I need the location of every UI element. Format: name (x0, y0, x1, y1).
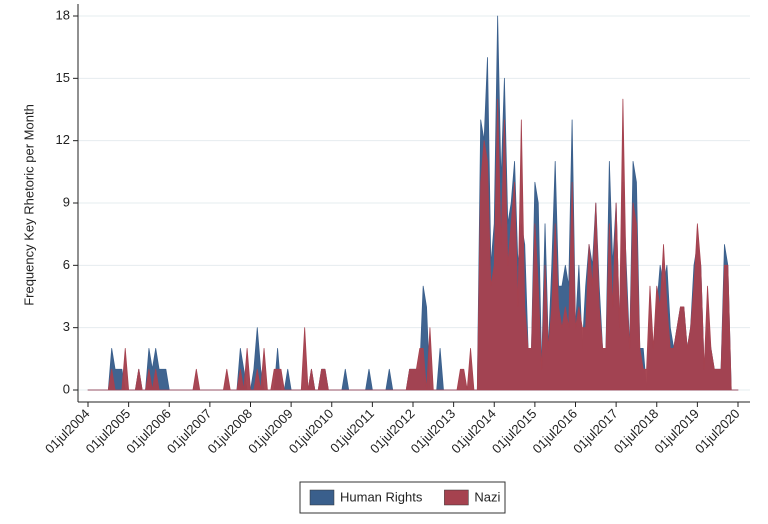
legend-label: Human Rights (340, 489, 423, 504)
y-tick-label: 0 (63, 381, 70, 396)
legend-swatch (309, 489, 335, 506)
y-tick-label: 3 (63, 319, 70, 334)
y-tick-label: 15 (56, 70, 70, 85)
x-tick-label: 01jul2010 (286, 406, 336, 456)
y-tick-label: 9 (63, 194, 70, 209)
legend: Human Rights Nazi (299, 481, 506, 514)
y-axis-label: Frequency Key Rhetoric per Month (21, 104, 36, 306)
y-tick-label: 6 (63, 257, 70, 272)
legend-swatch (444, 489, 469, 506)
x-tick-label: 01jul2020 (692, 406, 742, 456)
y-tick-label: 18 (56, 7, 70, 22)
y-tick-label: 12 (56, 132, 70, 147)
area (87, 98, 739, 391)
legend-label: Nazi (474, 489, 500, 504)
